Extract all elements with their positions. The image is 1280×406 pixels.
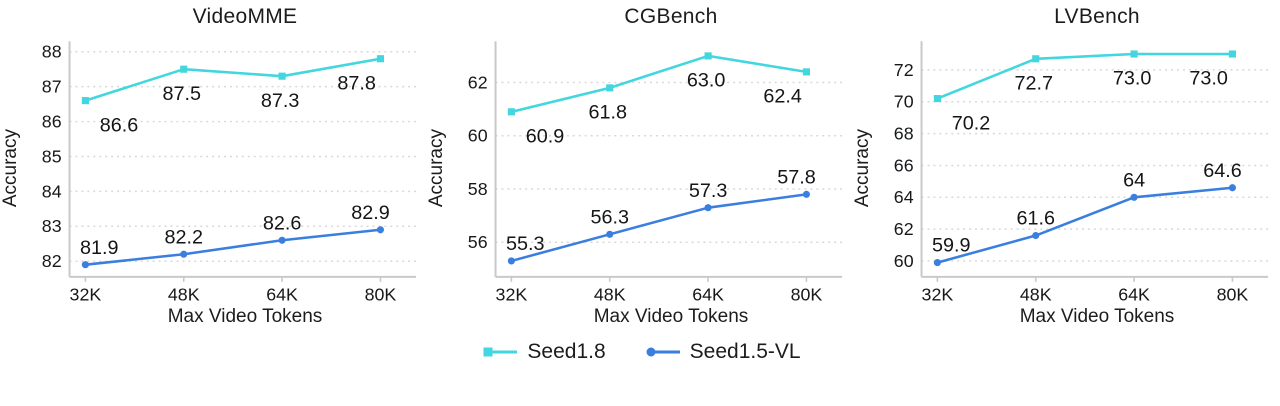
chart-videomme: VideoMME Accuracy 82 83 84 85 86 87 88 32K 48K 64…: [0, 4, 426, 330]
legend-item-seed15vl: Seed1.5-VL: [642, 340, 801, 364]
y-tick-label: 62: [468, 72, 488, 92]
point-label: 64: [1123, 169, 1145, 191]
legend-swatch-square-icon: [483, 347, 518, 357]
point-label: 87.3: [261, 90, 300, 112]
point-label: 62.4: [763, 86, 802, 108]
legend-item-seed18: Seed1.8: [479, 340, 606, 364]
point-label: 61.6: [1016, 208, 1055, 230]
chart-title: VideoMME: [192, 5, 298, 28]
series-Seed1.8: [933, 50, 1236, 103]
x-tick-label: 48K: [594, 285, 626, 305]
x-tick-label: 32K: [70, 285, 102, 305]
series-Seed1.5-VL: [507, 190, 810, 265]
x-tick-label: 48K: [1020, 285, 1052, 305]
point-label: 63.0: [687, 70, 726, 92]
y-axis-label: Accuracy: [426, 128, 447, 208]
point-label: 82.9: [351, 202, 390, 224]
y-tick-label: 82: [42, 251, 62, 271]
x-tick-label: 64K: [692, 285, 724, 305]
chart-lvbench: LVBench Accuracy 60 62 64 66 68 70 72 32K 48K 64K…: [852, 4, 1278, 330]
series-Seed1.8: [81, 55, 384, 105]
x-tick-label: 80K: [365, 285, 397, 305]
point-labels-Seed1.8: 60.9 61.8 63.0 62.4: [526, 70, 802, 148]
point-labels-Seed1.5-VL: 81.9 82.2 82.6 82.9: [80, 202, 390, 259]
chart-body: Accuracy 82 83 84 85 86 87 88 32K 48K 64K 80K 86.6 8…: [0, 30, 426, 306]
point-label: 87.5: [162, 83, 201, 105]
y-tick-label: 68: [894, 124, 914, 144]
point-labels-Seed1.8: 86.6 87.5 87.3 87.8: [100, 72, 376, 136]
y-tick-label: 64: [894, 187, 914, 207]
point-labels-Seed1.8: 70.2 72.7 73.0 73.0: [952, 68, 1228, 135]
chart-body: Accuracy 60 62 64 66 68 70 72 32K 48K 64K 80K 70.2 7…: [852, 30, 1278, 306]
point-label: 57.8: [777, 166, 816, 188]
point-label: 72.7: [1014, 72, 1053, 94]
x-axis-label: Max Video Tokens: [593, 306, 749, 327]
point-label: 56.3: [590, 206, 629, 228]
x-tick-label: 64K: [1118, 285, 1150, 305]
y-tick-label: 87: [42, 77, 62, 97]
point-labels-Seed1.5-VL: 59.9 61.6 64 64.6: [932, 160, 1242, 257]
x-tick-label: 48K: [168, 285, 200, 305]
chart-cgbench: CGBench Accuracy 56 58 60 62 32K 48K 64K 80K 60.…: [426, 4, 852, 330]
y-axis-label: Accuracy: [852, 128, 873, 208]
charts-row: VideoMME Accuracy 82 83 84 85 86 87 88 32K 48K 64…: [0, 4, 1278, 330]
series-Seed1.5-VL: [81, 226, 384, 269]
x-tick-label: 32K: [922, 285, 954, 305]
x-tick-label: 64K: [266, 285, 298, 305]
point-labels-Seed1.5-VL: 55.3 56.3 57.3 57.8: [506, 166, 816, 255]
axes: 32K 48K 64K 80K: [494, 41, 843, 305]
legend-swatch-circle-icon: [646, 347, 680, 357]
y-tick-label: 85: [42, 146, 62, 166]
y-tick-label: 66: [894, 155, 914, 175]
point-label: 61.8: [588, 102, 627, 124]
legend-label: Seed1.5-VL: [689, 340, 801, 363]
point-label: 86.6: [100, 114, 139, 136]
axes: 32K 48K 64K 80K: [68, 41, 417, 305]
point-label: 64.6: [1203, 160, 1242, 182]
point-label: 87.8: [337, 72, 376, 94]
series-Seed1.5-VL: [933, 184, 1236, 267]
x-axis-label: Max Video Tokens: [167, 306, 323, 327]
legend: Seed1.8 Seed1.5-VL: [0, 340, 1280, 364]
y-tick-label: 86: [42, 112, 62, 132]
y-tick-label: 60: [894, 251, 914, 271]
point-label: 57.3: [689, 180, 728, 202]
chart-body: Accuracy 56 58 60 62 32K 48K 64K 80K 60.9 61.8 63.…: [426, 30, 852, 306]
point-label: 59.9: [932, 235, 971, 257]
axes: 32K 48K 64K 80K: [920, 41, 1269, 305]
x-tick-label: 32K: [496, 285, 528, 305]
series-Seed1.8: [507, 52, 810, 116]
y-tick-label: 84: [42, 181, 62, 201]
y-tick-label: 58: [468, 179, 488, 199]
y-tick-label: 88: [42, 42, 62, 62]
point-label: 70.2: [952, 112, 991, 134]
point-label: 81.9: [80, 237, 119, 259]
y-tick-label: 72: [894, 60, 914, 80]
y-tick-label: 62: [894, 219, 914, 239]
gridlines: 82 83 84 85 86 87 88: [42, 42, 417, 271]
y-tick-label: 60: [468, 126, 488, 146]
x-axis-label: Max Video Tokens: [1019, 306, 1175, 327]
point-label: 82.6: [263, 212, 302, 234]
plot-area-lvbench: 60 62 64 66 68 70 72 32K 48K 64K 80K 70.2 72.7 73.0 73…: [894, 41, 1269, 305]
point-label: 73.0: [1189, 68, 1228, 90]
x-tick-label: 80K: [1217, 285, 1249, 305]
plot-area-cgbench: 56 58 60 62 32K 48K 64K 80K 60.9 61.8 63.0 62.4 55.3…: [468, 41, 843, 305]
y-axis-label: Accuracy: [0, 128, 21, 208]
legend-label: Seed1.8: [527, 340, 606, 363]
gridlines: 60 62 64 66 68 70 72: [894, 60, 1269, 271]
chart-title: CGBench: [624, 5, 718, 28]
y-tick-label: 70: [894, 92, 914, 112]
gridlines: 56 58 60 62: [468, 72, 843, 252]
point-label: 60.9: [526, 126, 565, 148]
y-tick-label: 56: [468, 232, 488, 252]
x-tick-label: 80K: [791, 285, 823, 305]
y-tick-label: 83: [42, 216, 62, 236]
chart-title: LVBench: [1054, 5, 1140, 28]
point-label: 82.2: [164, 226, 203, 248]
plot-area-videomme: 82 83 84 85 86 87 88 32K 48K 64K 80K 86.6 87.5 87.3 87…: [42, 41, 417, 305]
point-label: 73.0: [1113, 68, 1152, 90]
point-label: 55.3: [506, 233, 545, 255]
